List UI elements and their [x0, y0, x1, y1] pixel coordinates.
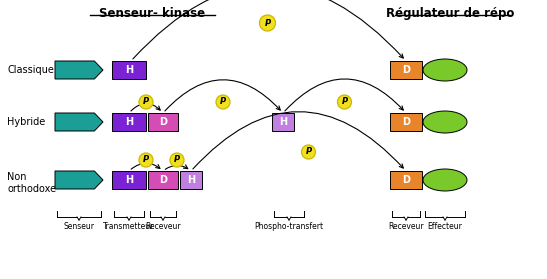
Text: Receveur: Receveur: [145, 222, 181, 231]
Text: Receveur: Receveur: [388, 222, 424, 231]
FancyArrowPatch shape: [193, 112, 403, 169]
Bar: [112, 61, 146, 79]
Text: P: P: [174, 155, 180, 165]
Circle shape: [337, 95, 352, 109]
Circle shape: [139, 95, 153, 109]
Text: P: P: [220, 97, 226, 107]
Text: Senseur: Senseur: [63, 222, 95, 231]
FancyArrowPatch shape: [131, 104, 160, 111]
Text: H: H: [279, 117, 287, 127]
Text: Classique: Classique: [7, 65, 54, 75]
Ellipse shape: [423, 111, 467, 133]
Text: D: D: [402, 65, 410, 75]
Text: Phospho-transfert: Phospho-transfert: [254, 222, 324, 231]
Text: P: P: [143, 97, 149, 107]
Circle shape: [301, 145, 316, 159]
Text: H: H: [125, 175, 133, 185]
Text: P: P: [305, 148, 312, 157]
Bar: [390, 171, 422, 189]
Text: Hybride: Hybride: [7, 117, 45, 127]
FancyArrowPatch shape: [131, 163, 160, 169]
Text: P: P: [264, 18, 271, 28]
Text: Régulateur de répo: Régulateur de répo: [386, 7, 514, 20]
Bar: [148, 113, 178, 131]
Text: H: H: [125, 65, 133, 75]
Text: H: H: [187, 175, 195, 185]
Text: D: D: [402, 175, 410, 185]
Text: Effecteur: Effecteur: [428, 222, 462, 231]
Bar: [272, 113, 294, 131]
Bar: [180, 171, 202, 189]
Circle shape: [170, 153, 184, 167]
FancyArrowPatch shape: [165, 165, 188, 169]
Bar: [390, 61, 422, 79]
Polygon shape: [55, 61, 103, 79]
Bar: [112, 113, 146, 131]
Text: D: D: [159, 175, 167, 185]
Text: P: P: [143, 155, 149, 165]
Text: P: P: [341, 97, 347, 107]
Circle shape: [139, 153, 153, 167]
Text: D: D: [159, 117, 167, 127]
Circle shape: [259, 15, 276, 31]
Bar: [148, 171, 178, 189]
Text: H: H: [125, 117, 133, 127]
Bar: [112, 171, 146, 189]
Text: Senseur- kinase: Senseur- kinase: [99, 7, 205, 20]
Ellipse shape: [423, 169, 467, 191]
Bar: [390, 113, 422, 131]
Polygon shape: [55, 113, 103, 131]
Text: Transmetteur: Transmetteur: [103, 222, 155, 231]
Ellipse shape: [423, 59, 467, 81]
FancyArrowPatch shape: [285, 79, 403, 111]
Text: Non
orthodoxe: Non orthodoxe: [7, 172, 56, 194]
FancyArrowPatch shape: [133, 0, 403, 59]
Polygon shape: [55, 171, 103, 189]
Circle shape: [216, 95, 230, 109]
FancyArrowPatch shape: [165, 80, 280, 111]
Text: D: D: [402, 117, 410, 127]
